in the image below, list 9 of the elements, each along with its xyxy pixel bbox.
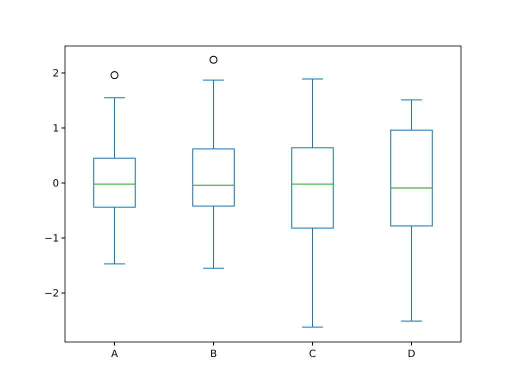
- y-tick-label: −2: [44, 288, 59, 300]
- x-tick-label: B: [210, 349, 218, 360]
- x-tick-label: D: [408, 349, 416, 360]
- x-tick-label: C: [309, 349, 316, 360]
- y-tick-label: 2: [52, 68, 59, 80]
- x-tick-label: A: [111, 349, 118, 360]
- y-tick-label: −1: [44, 234, 59, 245]
- y-tick-label: 1: [52, 123, 59, 134]
- y-tick-label: 0: [52, 178, 59, 190]
